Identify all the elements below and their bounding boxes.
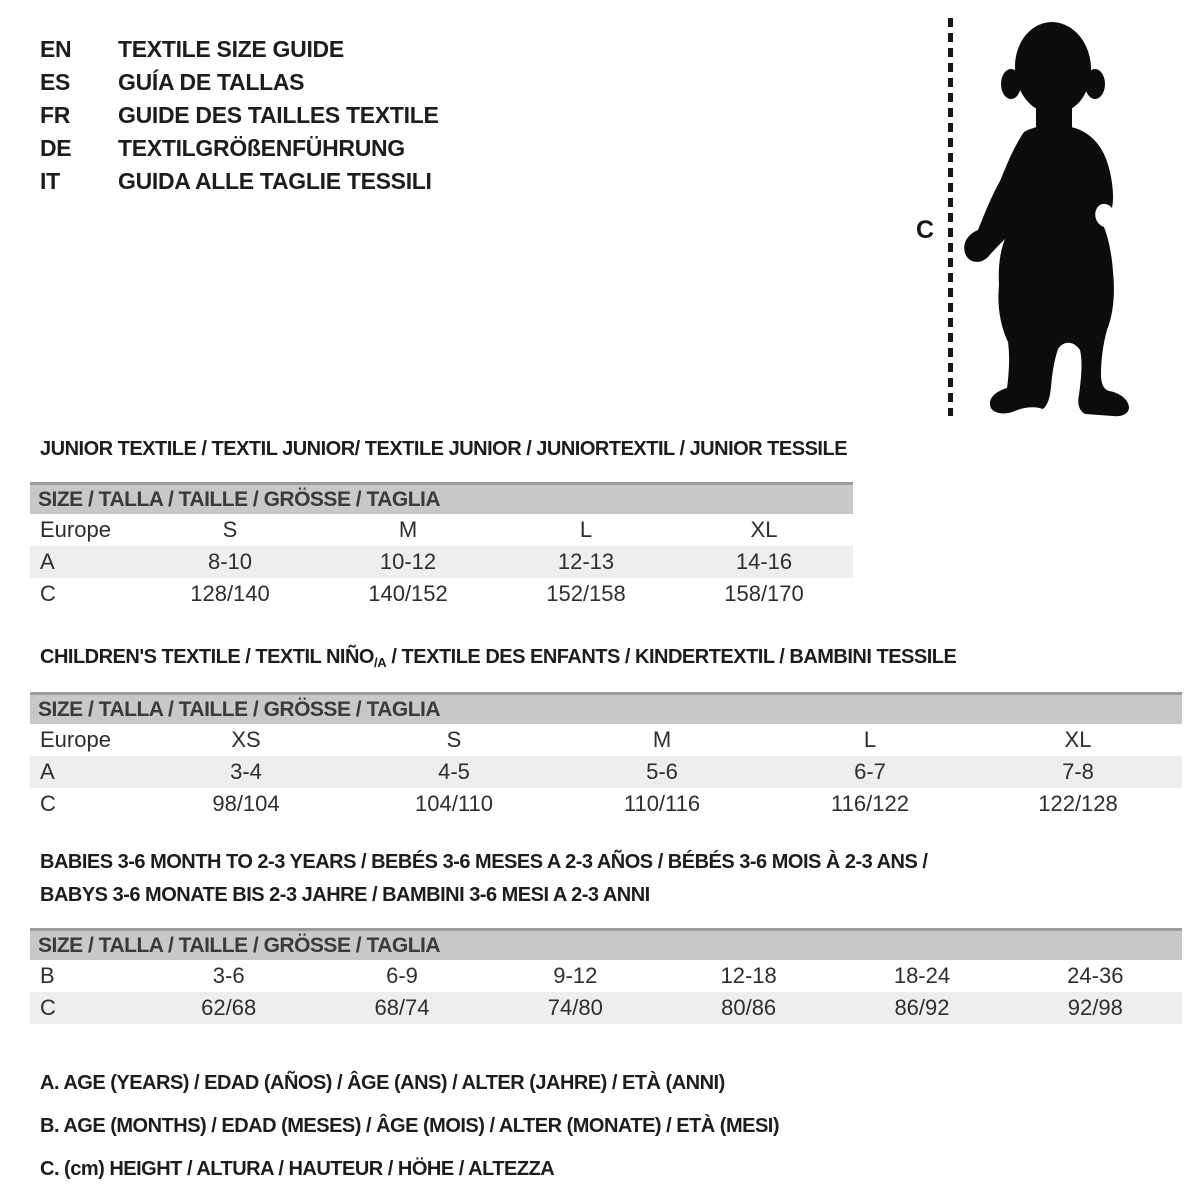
section-heading-line2: BABYS 3-6 MONATE BIS 2-3 JAHRE / BAMBINI… xyxy=(40,884,650,906)
table-row-europe: Europe XS S M L XL xyxy=(30,724,1182,756)
table-row-age: A 3-4 4-5 5-6 6-7 7-8 xyxy=(30,756,1182,788)
table-cell: 152/158 xyxy=(546,581,626,606)
table-cell: 116/122 xyxy=(831,791,909,816)
language-code: IT xyxy=(40,168,60,194)
table-cell: 4-5 xyxy=(438,759,470,784)
table-cell: 12-13 xyxy=(557,549,615,574)
table-cell: 98/104 xyxy=(212,791,280,816)
row-label: Europe xyxy=(40,727,111,752)
table-row-europe: Europe S M L XL xyxy=(30,514,853,546)
table-cell: 68/74 xyxy=(374,995,430,1020)
language-code: EN xyxy=(40,36,72,62)
size-header-bar: SIZE / TALLA / TAILLE / GRÖSSE / TAGLIA xyxy=(30,692,1182,724)
section-heading: JUNIOR TEXTILE / TEXTIL JUNIOR/ TEXTILE … xyxy=(40,438,848,460)
table-cell: 14-16 xyxy=(735,549,793,574)
table-cell: L xyxy=(863,727,877,752)
row-label: C xyxy=(40,791,56,816)
language-row-es: ES GUÍA DE TALLAS xyxy=(40,66,439,99)
language-row-it: IT GUIDA ALLE TAGLIE TESSILI xyxy=(40,165,439,198)
table-cell: M xyxy=(398,517,418,542)
table-cell: S xyxy=(446,727,462,752)
table-cell: 74/80 xyxy=(547,995,603,1020)
table-cell: 8-10 xyxy=(207,549,253,574)
table-cell: 9-12 xyxy=(553,963,598,988)
table-row-height: C 128/140 140/152 152/158 158/170 xyxy=(30,578,853,610)
legend-line-b: B. AGE (MONTHS) / EDAD (MESES) / ÂGE (MO… xyxy=(40,1115,780,1137)
heading-text: / TEXTILE DES ENFANTS / KINDERTEXTIL / B… xyxy=(386,646,957,668)
table-cell: M xyxy=(652,727,672,752)
table-row-height: C 62/68 68/74 74/80 80/86 86/92 92/98 xyxy=(30,992,1182,1024)
row-label: B xyxy=(40,963,55,988)
legend-line-c: C. (cm) HEIGHT / ALTURA / HAUTEUR / HÖHE… xyxy=(40,1158,555,1180)
row-label: A xyxy=(40,549,55,574)
table-cell: 3-6 xyxy=(212,963,245,988)
table-cell: XL xyxy=(1064,727,1092,752)
table-cell: 18-24 xyxy=(893,963,951,988)
table-cell: 12-18 xyxy=(720,963,777,988)
section-heading: CHILDREN'S TEXTILE / TEXTIL NIÑO/A / TEX… xyxy=(30,644,1182,672)
guide-title: GUIDA ALLE TAGLIE TESSILI xyxy=(118,168,432,194)
table-cell: 140/152 xyxy=(368,581,448,606)
table-cell: 5-6 xyxy=(646,759,678,784)
language-list: EN TEXTILE SIZE GUIDE ES GUÍA DE TALLAS … xyxy=(40,33,439,198)
table-cell: 62/68 xyxy=(201,995,257,1020)
size-header-bar: SIZE / TALLA / TAILLE / GRÖSSE / TAGLIA xyxy=(30,928,1182,960)
size-header-bar: SIZE / TALLA / TAILLE / GRÖSSE / TAGLIA xyxy=(30,482,853,514)
row-label: C xyxy=(40,995,56,1020)
language-code: DE xyxy=(40,135,72,161)
section-children-textile: CHILDREN'S TEXTILE / TEXTIL NIÑO/A / TEX… xyxy=(30,644,1182,820)
toddler-silhouette xyxy=(964,22,1129,417)
table-cell: 3-4 xyxy=(230,759,262,784)
language-code: ES xyxy=(40,69,71,95)
table-row-height: C 98/104 104/110 110/116 116/122 122/128 xyxy=(30,788,1182,820)
table-row-age: A 8-10 10-12 12-13 14-16 xyxy=(30,546,853,578)
guide-title: TEXTILE SIZE GUIDE xyxy=(118,36,344,62)
table-row-months: B 3-6 6-9 9-12 12-18 18-24 24-36 xyxy=(30,960,1182,992)
table-cell: 6-9 xyxy=(386,963,418,988)
table-cell: 6-7 xyxy=(854,759,886,784)
legend-line-a: A. AGE (YEARS) / EDAD (AÑOS) / ÂGE (ANS)… xyxy=(40,1072,725,1094)
height-measure-dashed-line xyxy=(948,18,953,416)
table-cell: L xyxy=(579,517,593,542)
language-code: FR xyxy=(40,102,71,128)
guide-title: GUÍA DE TALLAS xyxy=(118,69,305,95)
guide-title: TEXTILGRÖßENFÜHRUNG xyxy=(118,135,405,161)
table-cell: 122/128 xyxy=(1038,791,1118,816)
table-cell: XL xyxy=(750,517,778,542)
table-cell: 92/98 xyxy=(1067,995,1123,1020)
section-heading-line1: BABIES 3-6 MONTH TO 2-3 YEARS / BEBÉS 3-… xyxy=(40,851,928,873)
table-cell: 158/170 xyxy=(724,581,804,606)
table-cell: 10-12 xyxy=(379,549,437,574)
table-cell: 128/140 xyxy=(190,581,270,606)
table-cell: 7-8 xyxy=(1062,759,1094,784)
heading-text: CHILDREN'S TEXTILE / TEXTIL NIÑO xyxy=(40,646,374,668)
guide-title: GUIDE DES TAILLES TEXTILE xyxy=(118,102,439,128)
table-cell: XS xyxy=(231,727,261,752)
height-measure-label: C xyxy=(916,216,935,244)
section-babies-textile: BABIES 3-6 MONTH TO 2-3 YEARS / BEBÉS 3-… xyxy=(30,846,1182,1024)
row-label: A xyxy=(40,759,55,784)
table-cell: 104/110 xyxy=(415,791,493,816)
table-cell: 110/116 xyxy=(623,791,701,816)
legend: A. AGE (YEARS) / EDAD (AÑOS) / ÂGE (ANS)… xyxy=(40,1062,780,1191)
section-junior-textile: JUNIOR TEXTILE / TEXTIL JUNIOR/ TEXTILE … xyxy=(30,436,853,610)
language-row-en: EN TEXTILE SIZE GUIDE xyxy=(40,33,439,66)
language-row-de: DE TEXTILGRÖßENFÜHRUNG xyxy=(40,132,439,165)
table-cell: 86/92 xyxy=(894,995,950,1020)
heading-subscript: /A xyxy=(373,655,387,670)
row-label: Europe xyxy=(40,517,111,542)
row-label: C xyxy=(40,581,56,606)
table-cell: 80/86 xyxy=(721,995,777,1020)
table-cell: 24-36 xyxy=(1067,963,1124,988)
language-row-fr: FR GUIDE DES TAILLES TEXTILE xyxy=(40,99,439,132)
table-cell: S xyxy=(222,517,238,542)
